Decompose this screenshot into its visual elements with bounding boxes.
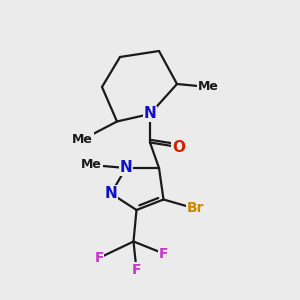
Text: N: N bbox=[120, 160, 132, 175]
Text: Me: Me bbox=[72, 133, 93, 146]
Text: Me: Me bbox=[198, 80, 219, 94]
Text: Me: Me bbox=[81, 158, 102, 172]
Text: O: O bbox=[172, 140, 185, 154]
Text: F: F bbox=[132, 263, 141, 277]
Text: F: F bbox=[94, 251, 104, 265]
Text: Br: Br bbox=[186, 202, 204, 215]
Text: F: F bbox=[159, 247, 168, 260]
Text: N: N bbox=[144, 106, 156, 122]
Text: N: N bbox=[105, 186, 117, 201]
